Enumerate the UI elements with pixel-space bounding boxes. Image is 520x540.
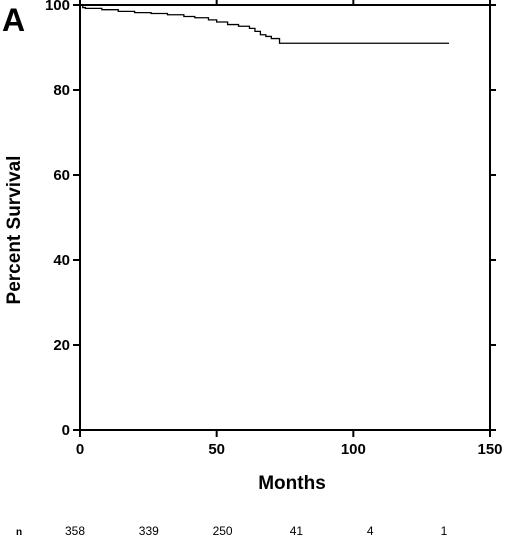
- at-risk-count: 4: [367, 524, 374, 538]
- y-tick-label: 20: [53, 337, 70, 354]
- y-axis-ticks: 0 20 40 60 80 100: [45, 0, 496, 439]
- y-tick-label: 60: [53, 167, 70, 184]
- at-risk-count: 339: [139, 524, 159, 538]
- at-risk-label: n: [16, 527, 22, 538]
- x-tick-label: 100: [341, 441, 366, 458]
- y-tick-label: 40: [53, 252, 70, 269]
- plot-frame: [79, 4, 491, 431]
- at-risk-table: n 358 339 250 41 4 1: [16, 524, 448, 538]
- x-tick-label: 0: [76, 441, 84, 458]
- y-tick-label: 80: [53, 82, 70, 99]
- survival-curve: [80, 4, 449, 44]
- y-tick-label: 0: [62, 422, 70, 439]
- x-tick-label: 150: [477, 441, 502, 458]
- at-risk-count: 250: [213, 524, 233, 538]
- at-risk-count: 41: [290, 524, 304, 538]
- x-tick-label: 50: [208, 441, 225, 458]
- panel-label: A: [2, 2, 25, 38]
- x-axis-label: Months: [258, 473, 326, 494]
- plot-axes: [79, 4, 491, 431]
- y-tick-label: 100: [45, 0, 70, 14]
- at-risk-count: 1: [441, 524, 448, 538]
- x-axis-ticks: 0 50 100 150: [76, 0, 503, 458]
- at-risk-count: 358: [65, 524, 85, 538]
- y-axis-label: Percent Survival: [4, 156, 25, 305]
- survival-series: [80, 4, 449, 44]
